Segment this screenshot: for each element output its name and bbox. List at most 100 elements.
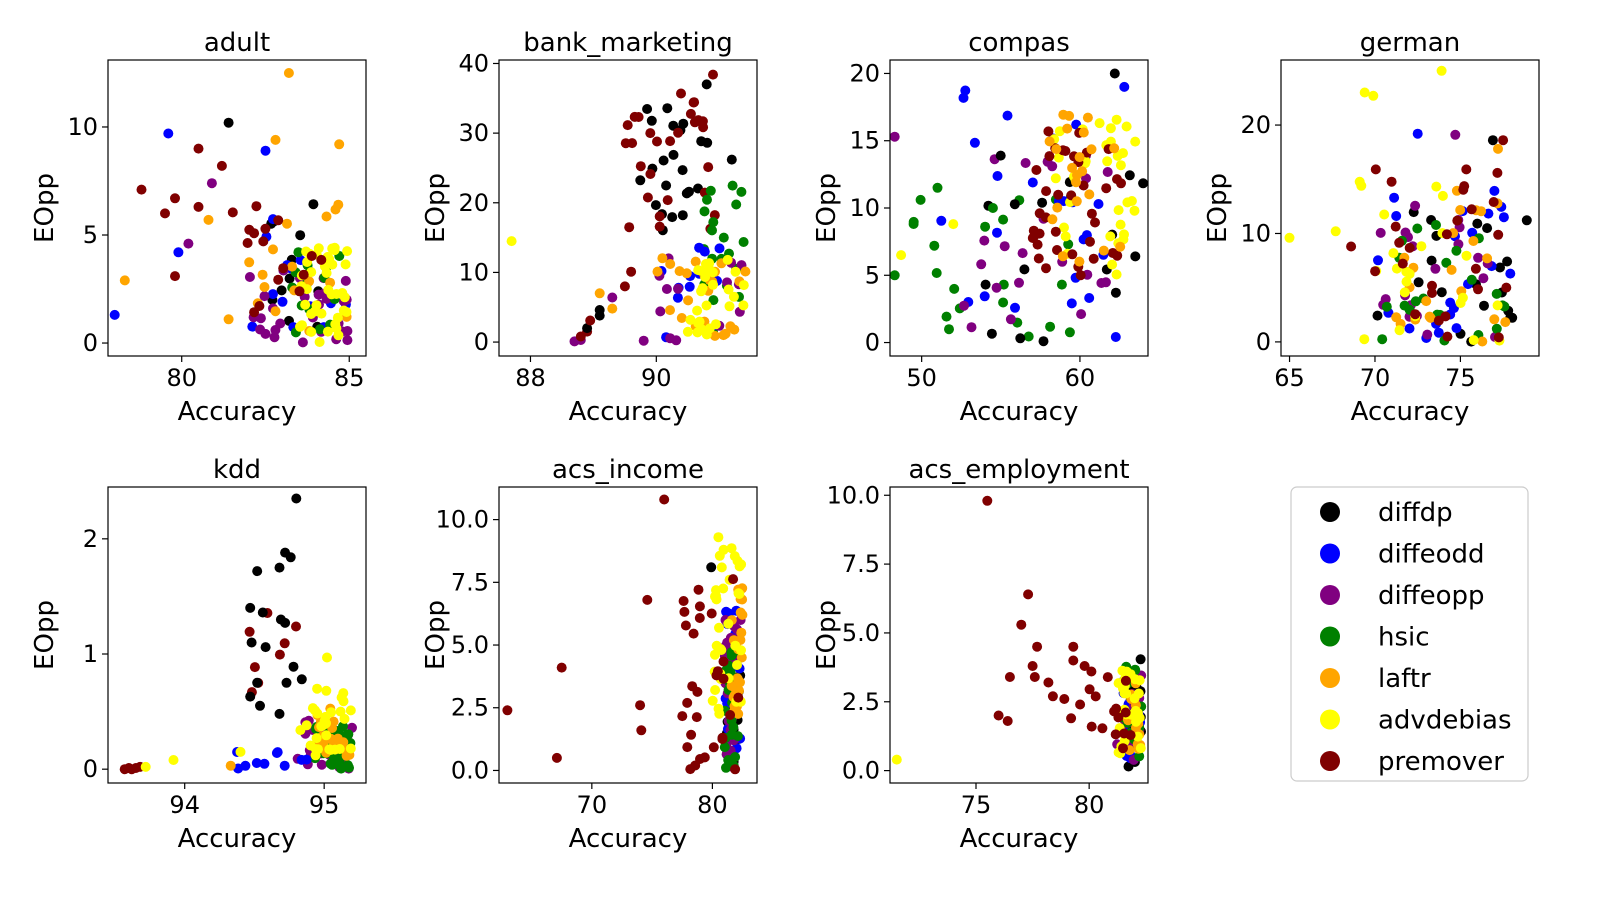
point-diffeodd — [969, 137, 980, 148]
point-advdebias — [713, 532, 724, 543]
point-diffeopp — [342, 335, 353, 346]
point-advdebias — [724, 301, 735, 312]
point-advdebias — [300, 299, 311, 310]
point-advdebias — [140, 761, 151, 772]
point-laftr — [1078, 127, 1089, 138]
y-axis-label: EOpp — [30, 600, 60, 670]
point-diffdp — [260, 642, 271, 653]
point-premover — [306, 251, 317, 261]
point-advdebias — [715, 644, 726, 654]
point-premover — [1059, 694, 1070, 704]
point-diffdp — [246, 637, 257, 648]
point-diffdp — [677, 210, 688, 221]
x-tick-label: 60 — [1065, 364, 1096, 392]
point-advdebias — [1437, 190, 1448, 201]
point-diffeopp — [1380, 294, 1391, 305]
y-tick-label: 10 — [1240, 219, 1271, 247]
point-hsic — [1491, 323, 1502, 334]
subplot-kdd: kdd 94 95 0 1 2 Accuracy EOpp — [30, 455, 367, 854]
y-tick-label: 0.0 — [842, 757, 880, 785]
x-axis-label: Accuracy — [178, 397, 297, 427]
point-premover — [170, 271, 180, 282]
legend-item-premover: premover — [1320, 747, 1504, 777]
point-laftr — [665, 259, 676, 269]
point-diffdp — [1130, 251, 1141, 262]
legend-label: diffeodd — [1378, 540, 1485, 570]
scatter-points — [506, 69, 751, 347]
point-premover — [551, 752, 562, 763]
legend-label: laftr — [1378, 664, 1431, 694]
point-diffdp — [295, 230, 306, 241]
point-premover — [258, 236, 269, 247]
point-diffeopp — [979, 235, 990, 246]
point-diffdp — [646, 115, 657, 126]
point-premover — [635, 161, 646, 172]
point-advdebias — [1133, 688, 1144, 699]
point-diffeopp — [661, 284, 672, 294]
point-laftr — [1115, 241, 1126, 252]
point-premover — [622, 120, 633, 131]
point-diffdp — [274, 708, 285, 719]
point-advdebias — [1431, 181, 1442, 192]
point-premover — [993, 710, 1004, 721]
point-advdebias — [732, 555, 743, 566]
point-advdebias — [330, 319, 341, 330]
point-advdebias — [1105, 231, 1116, 242]
point-diffdp — [642, 104, 653, 114]
point-premover — [1488, 197, 1499, 207]
y-tick-label: 0 — [1256, 328, 1271, 356]
point-premover — [694, 613, 705, 623]
y-tick-label: 1 — [83, 640, 98, 668]
point-premover — [1101, 183, 1112, 194]
point-hsic — [726, 729, 737, 740]
point-advdebias — [345, 705, 356, 716]
axes-frame — [889, 486, 1149, 784]
point-laftr — [1071, 196, 1082, 207]
point-hsic — [1466, 274, 1477, 285]
point-advdebias — [1130, 705, 1141, 716]
y-tick-label: 2 — [83, 525, 98, 553]
point-laftr — [1489, 314, 1500, 325]
point-hsic — [736, 186, 747, 197]
point-diffdp — [1015, 333, 1026, 344]
point-advdebias — [1130, 136, 1141, 147]
point-diffeodd — [1010, 302, 1020, 313]
legend-label: diffeopp — [1378, 581, 1485, 611]
point-diffdp — [1426, 255, 1437, 266]
point-diffdp — [255, 700, 265, 711]
point-diffeodd — [714, 243, 725, 254]
point-hsic — [705, 185, 716, 196]
point-diffeodd — [979, 291, 990, 302]
point-laftr — [223, 314, 234, 325]
point-premover — [676, 88, 686, 99]
point-premover — [1032, 641, 1043, 652]
point-diffeodd — [1389, 192, 1400, 203]
point-diffdp — [1124, 170, 1135, 181]
point-laftr — [720, 328, 731, 339]
point-premover — [1397, 258, 1408, 269]
legend-item-diffdp: diffdp — [1320, 498, 1453, 528]
point-premover — [254, 301, 265, 311]
point-advdebias — [726, 543, 737, 554]
point-diffdp — [1038, 336, 1049, 347]
point-laftr — [270, 306, 281, 317]
point-premover — [1473, 284, 1483, 295]
point-diffdp — [668, 120, 679, 131]
point-premover — [1120, 707, 1131, 718]
point-laftr — [333, 199, 344, 210]
point-laftr — [225, 760, 236, 771]
point-premover — [1088, 253, 1099, 264]
point-laftr — [1421, 296, 1432, 307]
point-hsic — [1491, 288, 1502, 299]
point-laftr — [270, 134, 281, 145]
point-diffeopp — [244, 272, 255, 282]
point-premover — [1034, 208, 1045, 219]
y-tick-label: 30 — [458, 119, 489, 147]
point-diffeopp — [340, 275, 351, 286]
point-premover — [136, 184, 147, 195]
y-tick-label: 20 — [1240, 111, 1271, 139]
point-diffdp — [635, 175, 646, 186]
point-hsic — [721, 762, 731, 773]
x-tick-label: 75 — [961, 791, 992, 819]
point-advdebias — [1111, 114, 1122, 125]
